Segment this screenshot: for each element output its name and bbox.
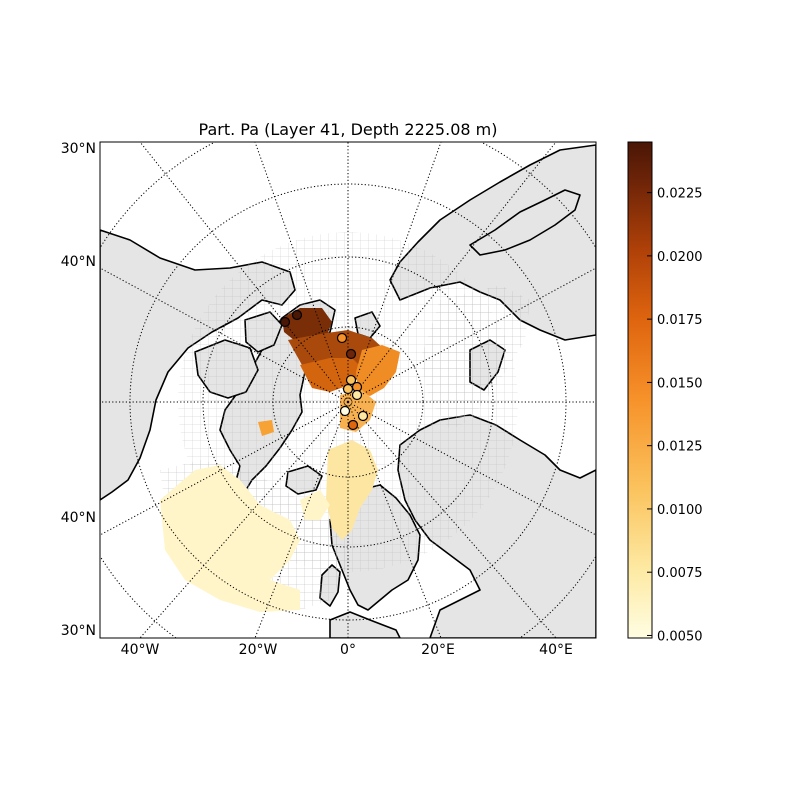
observation-marker: [339, 405, 351, 417]
observation-marker: [336, 332, 348, 344]
lon-label: 20°E: [421, 642, 455, 658]
lat-label: 30°N: [61, 623, 96, 639]
observation-marker: [357, 410, 369, 422]
lat-label: 40°N: [61, 510, 96, 526]
colorbar: 0.0050 0.0075 0.0100 0.0125 0.0150 0.0175 0.02…: [627, 141, 703, 644]
lat-label: 40°N: [61, 254, 96, 270]
map-panel: [100, 142, 596, 638]
field-patch-pale: [160, 465, 300, 612]
chart-title: Part. Pa (Layer 41, Depth 2225.08 m): [199, 120, 498, 139]
field-patch-amber: [258, 420, 274, 436]
observation-marker: [345, 348, 357, 360]
lon-labels: 40°W 20°W 0° 20°E 40°E: [121, 642, 573, 658]
lon-label: 20°W: [239, 642, 278, 658]
land-asia-east: [469, 189, 581, 256]
observation-marker: [347, 419, 359, 431]
field-patch-light-orange: [340, 390, 376, 432]
land-europe-west: [329, 611, 401, 638]
observation-marker: [291, 309, 303, 321]
colorbar-tick-label: 0.0050: [657, 629, 703, 644]
field-patch-orange: [356, 345, 400, 396]
colorbar-gradient: [627, 141, 653, 639]
lon-label: 40°W: [121, 642, 160, 658]
colorbar-tick-label: 0.0225: [657, 187, 703, 202]
observation-marker: [279, 316, 291, 328]
colorbar-tick-label: 0.0075: [657, 566, 703, 581]
field-patch-pale-right: [300, 490, 330, 520]
lat-labels: 30°N 40°N 40°N 30°N: [61, 141, 96, 639]
colorbar-ticks: 0.0050 0.0075 0.0100 0.0125 0.0150 0.0175 0.02…: [647, 187, 703, 644]
colorbar-tick-label: 0.0150: [657, 376, 703, 391]
observation-marker: [345, 374, 357, 386]
lon-label: 40°E: [539, 642, 573, 658]
lat-label: 30°N: [61, 141, 96, 157]
observation-marker: [342, 383, 354, 395]
observation-markers: [279, 309, 369, 431]
colorbar-tick-label: 0.0100: [657, 503, 703, 518]
graticule: [100, 142, 596, 638]
colorbar-tick-label: 0.0175: [657, 313, 703, 328]
field-patch-yellow: [326, 440, 378, 540]
map-frame: [99, 141, 597, 639]
observation-marker: [351, 389, 363, 401]
colorbar-tick-label: 0.0200: [657, 250, 703, 265]
colorbar-tick-label: 0.0125: [657, 440, 703, 455]
lon-label: 0°: [340, 642, 356, 658]
